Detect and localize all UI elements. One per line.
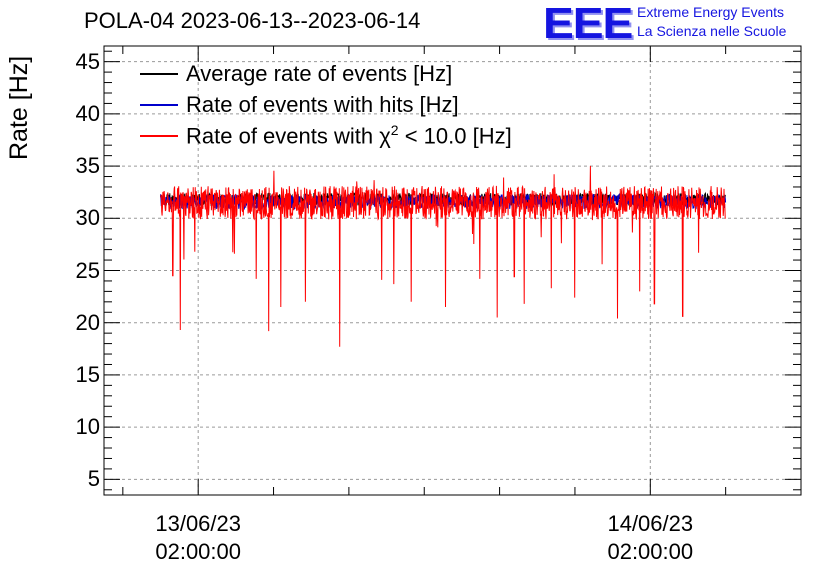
legend-label-chi2-post: < 10.0 [Hz]	[398, 123, 512, 149]
y-tick-label: 30	[75, 205, 100, 231]
legend-label-chi2-pre: Rate of events with	[186, 123, 380, 149]
y-tick-label: 35	[75, 153, 100, 179]
y-tick-label: 40	[75, 100, 100, 126]
grid-lines	[104, 46, 801, 495]
legend-label-hits: Rate of events with hits [Hz]	[186, 91, 459, 117]
y-tick-label: 20	[75, 309, 100, 335]
y-tick-label: 25	[75, 257, 100, 283]
x-tick-time: 02:00:00	[155, 539, 241, 564]
y-axis-label: Rate [Hz]	[5, 55, 33, 160]
y-tick-label: 15	[75, 361, 100, 387]
eee-logo: EEE	[543, 0, 633, 48]
x-tick-time: 02:00:00	[607, 539, 694, 564]
x-tick-date: 13/06/23	[155, 511, 241, 536]
logo-line-1: Extreme Energy Events	[637, 4, 785, 20]
legend-label-average: Average rate of events [Hz]	[186, 60, 453, 86]
y-tick-label: 5	[87, 466, 100, 492]
logo-line-2: La Scienza nelle Scuole	[637, 23, 787, 39]
legend: Average rate of events [Hz] Rate of even…	[140, 58, 512, 151]
legend-label-chi2: Rate of events with χ2 < 10.0 [Hz]	[186, 122, 512, 149]
legend-entry-hits: Rate of events with hits [Hz]	[140, 89, 512, 120]
x-tick-date: 14/06/23	[607, 511, 694, 536]
y-tick-label: 10	[75, 414, 100, 440]
data-series	[160, 165, 727, 347]
legend-label-chi2-symbol: χ	[379, 123, 391, 149]
x-tick-label: 14/06/23 02:00:00	[580, 510, 720, 566]
axis-ticks	[104, 46, 801, 495]
legend-entry-average: Average rate of events [Hz]	[140, 58, 512, 89]
legend-swatch-average	[140, 72, 178, 75]
x-tick-label: 13/06/23 02:00:00	[128, 510, 268, 566]
logo-caption: Extreme Energy Events La Scienza nelle S…	[637, 3, 786, 41]
legend-entry-chi2: Rate of events with χ2 < 10.0 [Hz]	[140, 120, 512, 151]
legend-label-chi2-exponent: 2	[390, 121, 399, 138]
y-tick-label: 45	[75, 48, 100, 74]
chart-title: POLA-04 2023-06-13--2023-06-14	[84, 8, 421, 33]
series-line-chi2-rate	[160, 165, 726, 347]
legend-swatch-hits	[140, 103, 178, 106]
legend-swatch-chi2	[140, 134, 178, 137]
